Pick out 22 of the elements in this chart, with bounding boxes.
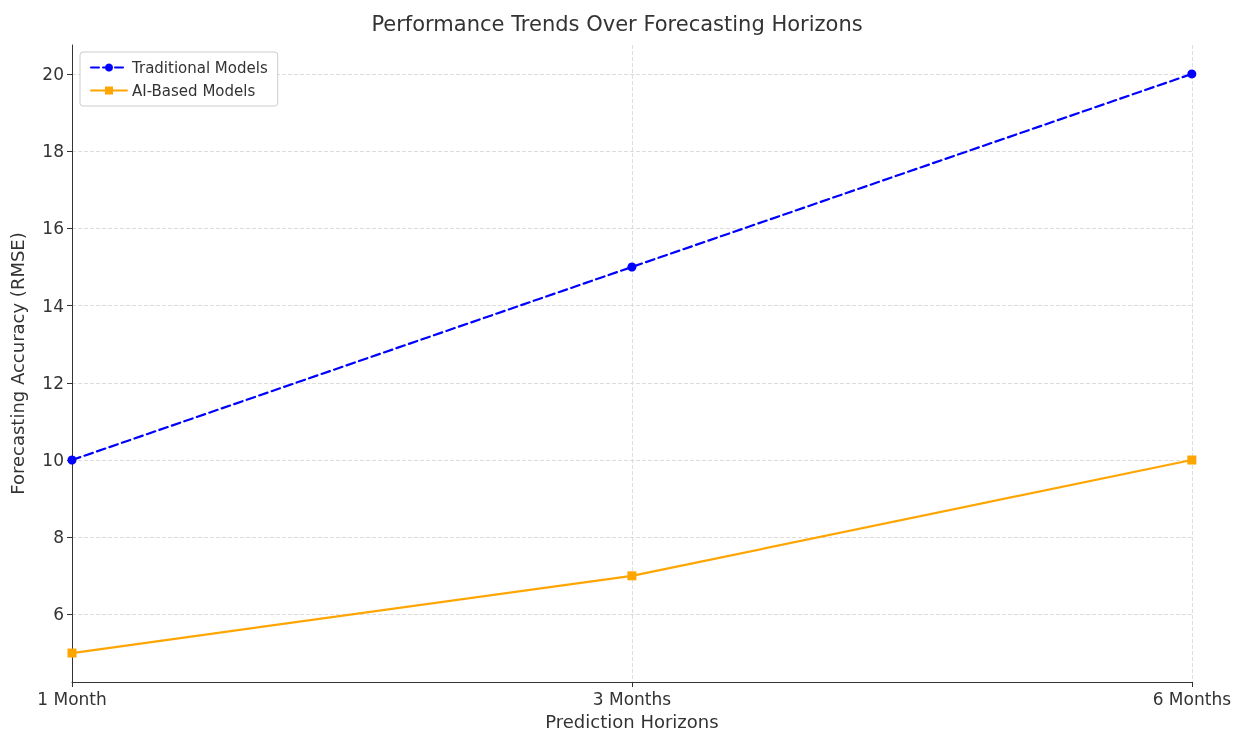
x-tick-label: 3 Months <box>592 688 672 709</box>
y-tick-label: 14 <box>42 295 64 316</box>
x-axis-title: Prediction Horizons <box>545 710 719 732</box>
x-tick-label: 6 Months <box>1152 688 1232 709</box>
y-tick-label: 20 <box>42 63 64 84</box>
legend-label: Traditional Models <box>131 58 268 77</box>
x-tick-label: 1 Month <box>37 688 107 709</box>
point <box>627 571 637 581</box>
y-tick-label: 18 <box>42 141 64 162</box>
point <box>627 262 637 272</box>
y-tick-label: 16 <box>42 218 64 239</box>
point <box>1187 69 1197 79</box>
point <box>1187 455 1197 465</box>
y-axis-title: Forecasting Accuracy (RMSE) <box>6 232 28 495</box>
point <box>67 648 77 658</box>
chart-title: Performance Trends Over Forecasting Horizons <box>371 11 863 36</box>
legend-label: AI-Based Models <box>132 81 256 100</box>
y-tick-label: 12 <box>42 372 64 393</box>
y-tick-label: 6 <box>53 604 64 625</box>
y-tick-label: 10 <box>42 450 64 471</box>
y-tick-label: 8 <box>53 527 64 548</box>
point <box>67 455 77 465</box>
